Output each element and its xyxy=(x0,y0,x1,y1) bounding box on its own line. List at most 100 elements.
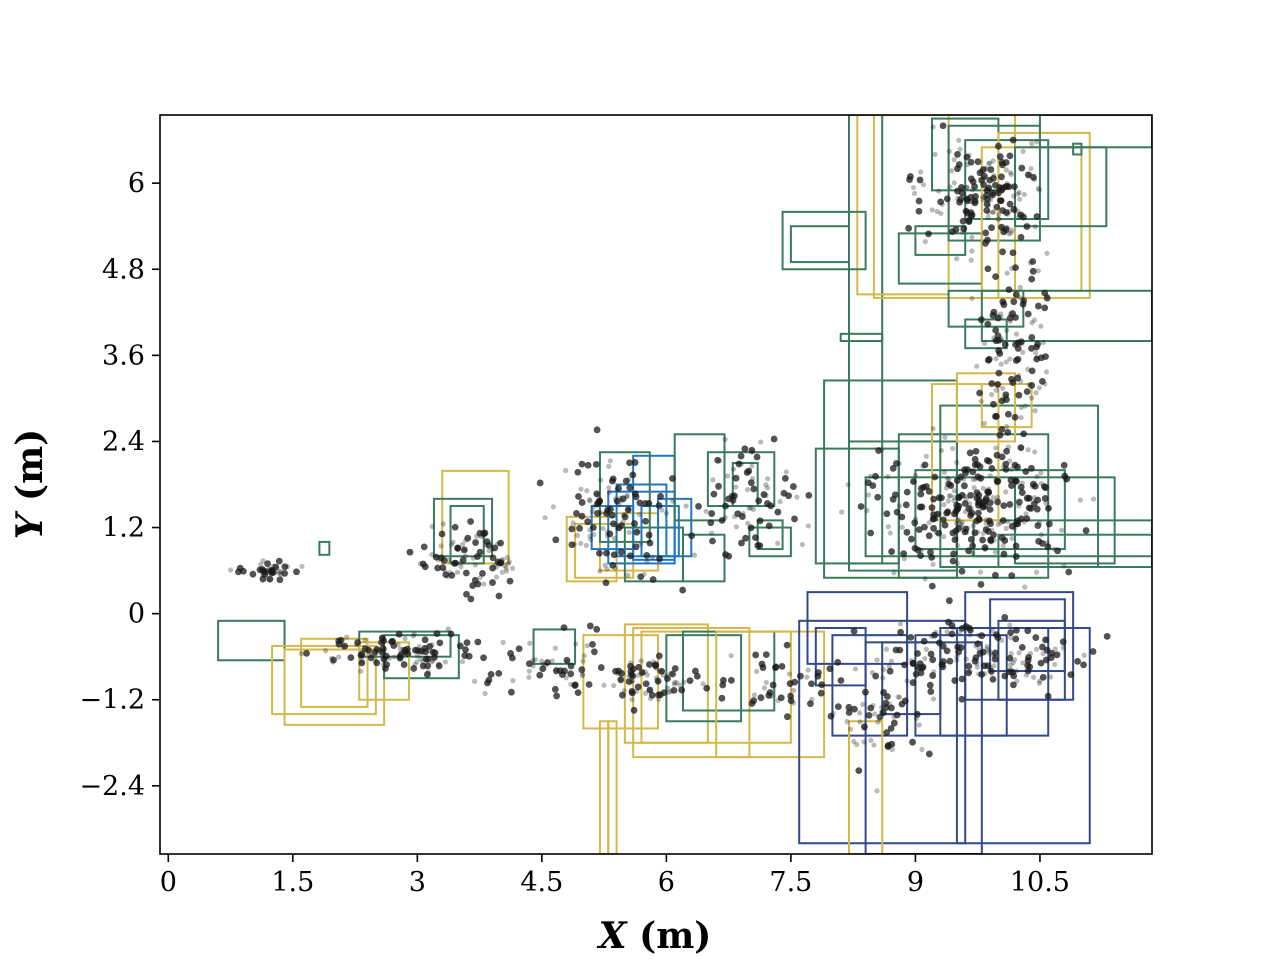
green-bounding-box xyxy=(839,332,884,343)
data-point xyxy=(1080,661,1087,669)
data-point xyxy=(941,521,949,529)
data-point xyxy=(758,660,766,668)
data-point xyxy=(960,185,966,191)
data-point xyxy=(1043,369,1050,375)
data-point xyxy=(506,559,512,565)
data-point xyxy=(941,502,947,508)
data-point xyxy=(951,498,957,504)
data-point xyxy=(999,248,1006,256)
data-point xyxy=(695,502,702,510)
data-point xyxy=(897,628,904,636)
data-point xyxy=(939,201,945,208)
data-point xyxy=(893,508,901,516)
data-point xyxy=(672,679,678,686)
data-point xyxy=(867,704,875,712)
data-point xyxy=(750,485,758,493)
data-point xyxy=(995,369,1003,377)
data-point xyxy=(281,563,289,571)
data-point xyxy=(278,571,284,578)
data-point xyxy=(414,647,422,655)
green-bounding-box xyxy=(947,124,1041,242)
yellow-bounding-box xyxy=(283,648,386,726)
data-point xyxy=(503,565,509,571)
data-point xyxy=(1058,527,1065,533)
data-point xyxy=(717,458,723,464)
data-point xyxy=(817,689,825,697)
data-point xyxy=(626,529,632,535)
data-point xyxy=(918,169,924,175)
data-point xyxy=(609,561,617,569)
data-point xyxy=(946,476,952,482)
data-point xyxy=(746,505,752,511)
data-point xyxy=(442,659,448,665)
data-point xyxy=(1012,520,1020,527)
data-point xyxy=(382,665,389,672)
data-point xyxy=(379,645,387,652)
data-point xyxy=(912,670,920,678)
data-point xyxy=(609,475,617,483)
data-point xyxy=(984,356,992,364)
data-point xyxy=(926,520,932,526)
data-point xyxy=(543,662,549,668)
data-point xyxy=(584,488,590,494)
data-point xyxy=(644,558,650,564)
data-point xyxy=(462,569,470,577)
data-point xyxy=(804,674,810,680)
data-point xyxy=(987,536,995,544)
data-point xyxy=(642,517,649,525)
data-point xyxy=(480,654,487,662)
data-point xyxy=(1034,302,1042,310)
data-point xyxy=(575,493,582,500)
data-point xyxy=(986,160,992,167)
data-point xyxy=(617,676,625,684)
data-point xyxy=(786,671,792,677)
data-point xyxy=(973,489,981,496)
data-point xyxy=(584,643,590,649)
data-point xyxy=(906,176,913,183)
data-point xyxy=(1016,214,1022,220)
data-point xyxy=(448,542,455,548)
data-point xyxy=(990,158,996,164)
x-tick-label: 3 xyxy=(409,867,426,898)
data-point xyxy=(1037,659,1045,667)
data-point xyxy=(992,549,998,555)
data-point xyxy=(1082,527,1090,534)
data-point xyxy=(946,148,952,154)
data-point xyxy=(936,188,942,194)
data-point xyxy=(1023,388,1031,396)
data-point xyxy=(999,298,1007,306)
data-point xyxy=(978,501,986,509)
data-point xyxy=(826,665,834,673)
data-point xyxy=(728,653,734,659)
data-point xyxy=(1006,501,1014,508)
data-point xyxy=(986,648,992,654)
data-point xyxy=(479,569,486,577)
y-tick-label: −1.2 xyxy=(79,685,145,716)
data-point xyxy=(967,668,973,674)
data-point xyxy=(931,631,938,639)
data-point xyxy=(655,502,663,509)
data-point xyxy=(985,203,992,209)
data-point xyxy=(805,667,811,673)
data-point xyxy=(400,661,408,668)
navy-bounding-box xyxy=(806,591,909,665)
data-point xyxy=(944,629,950,635)
data-point xyxy=(951,536,959,544)
data-point xyxy=(733,524,740,530)
data-point xyxy=(709,537,716,545)
data-point xyxy=(344,634,350,640)
data-point xyxy=(377,649,384,655)
data-point xyxy=(606,489,612,496)
data-point xyxy=(347,654,355,662)
data-point xyxy=(293,568,300,576)
data-point xyxy=(900,550,908,558)
y-axis-symbol: Y xyxy=(9,510,51,539)
data-point xyxy=(587,527,593,533)
data-point xyxy=(718,694,726,702)
data-point xyxy=(391,654,397,660)
data-point xyxy=(611,682,617,689)
data-point xyxy=(979,648,987,656)
data-point xyxy=(401,648,409,656)
data-point xyxy=(947,184,953,190)
data-point xyxy=(958,624,966,632)
